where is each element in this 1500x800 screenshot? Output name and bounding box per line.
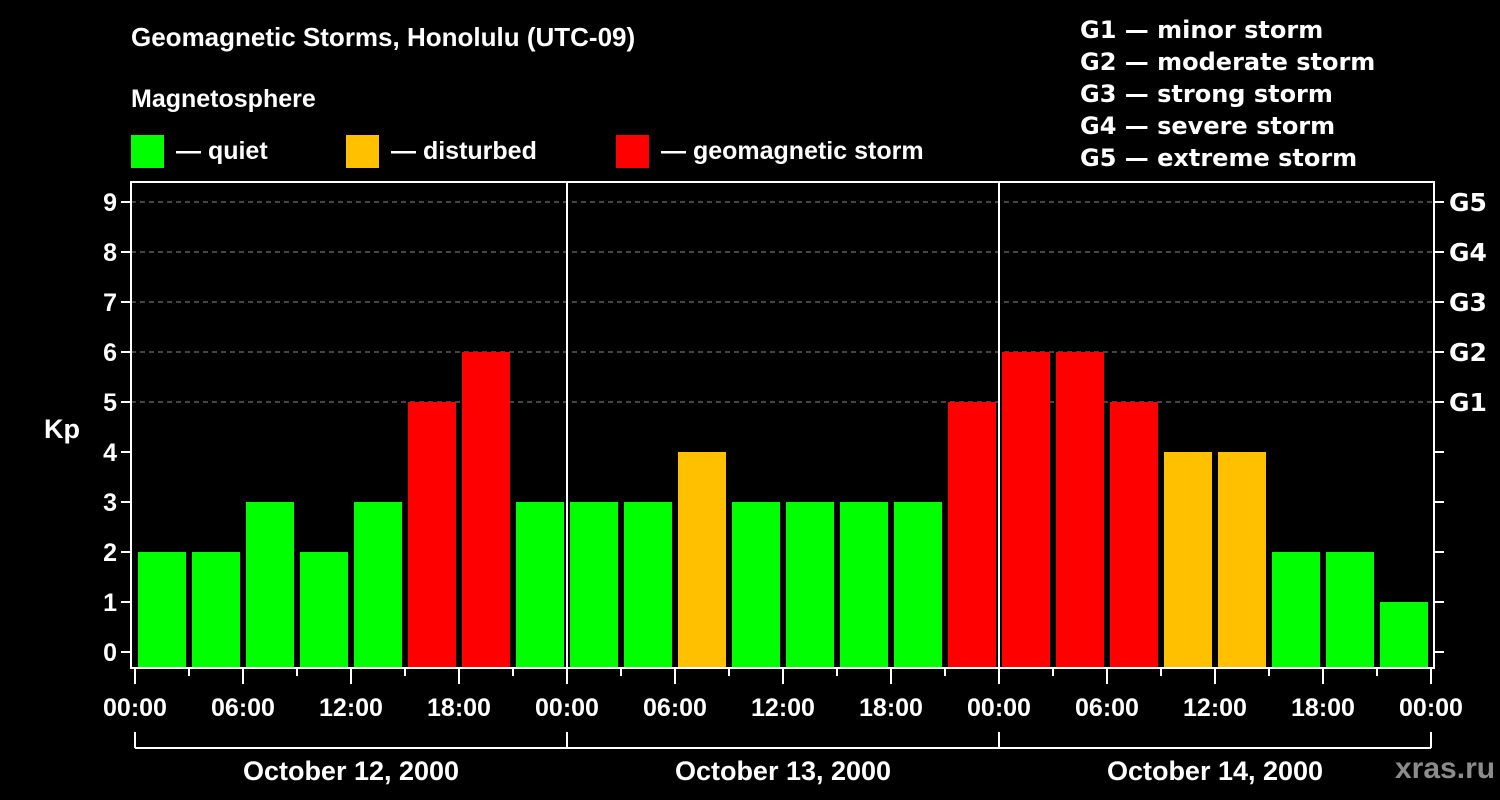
- y-tick-label: 2: [103, 539, 117, 567]
- day-label: October 14, 2000: [1107, 756, 1323, 786]
- x-tick-label: 00:00: [1399, 694, 1463, 722]
- x-tick-label: 06:00: [211, 694, 275, 722]
- storm-scale-g4: G4 — severe storm: [1080, 112, 1336, 140]
- kp-bar: [516, 502, 564, 668]
- kp-bar: [1218, 452, 1266, 668]
- kp-bar: [354, 502, 402, 668]
- kp-bar: [840, 502, 888, 668]
- kp-bar: [1164, 452, 1212, 668]
- day-label: October 12, 2000: [243, 756, 459, 786]
- x-tick-label: 18:00: [427, 694, 491, 722]
- x-tick-label: 00:00: [103, 694, 167, 722]
- kp-bar: [948, 402, 996, 668]
- kp-bar: [462, 352, 510, 668]
- storm-level-label: G2: [1449, 338, 1487, 367]
- watermark: xras.ru: [1395, 752, 1496, 785]
- y-tick-label: 6: [103, 339, 117, 367]
- gridlines: [131, 201, 1434, 403]
- legend-quiet: — quiet: [131, 134, 268, 168]
- disturbed-swatch-icon: [346, 134, 379, 168]
- x-tick-label: 12:00: [319, 694, 383, 722]
- y-tick-label: 3: [103, 489, 117, 517]
- kp-bar: [1110, 402, 1158, 668]
- y-tick-label: 1: [103, 589, 117, 617]
- kp-bar: [138, 552, 186, 668]
- storm-level-label: G4: [1449, 238, 1487, 267]
- legend-storm: — geomagnetic storm: [616, 134, 924, 168]
- storm-level-label: G5: [1449, 188, 1487, 217]
- storm-scale-g2: G2 — moderate storm: [1080, 48, 1376, 76]
- x-tick-label: 06:00: [643, 694, 707, 722]
- y-tick-label: 5: [103, 389, 117, 417]
- storm-swatch-icon: [616, 134, 649, 168]
- axes: 0 1 2 3 4 5 G1 6 G2 7 G3 8 G4 9 G5 00:00 06:00 12:00 18:00…: [103, 181, 1487, 786]
- x-tick-label: 18:00: [859, 694, 923, 722]
- kp-bar: [570, 502, 618, 668]
- legend-disturbed-label: — disturbed: [391, 136, 537, 165]
- storm-scale-legend: G1 — minor storm G2 — moderate storm G3 …: [1080, 14, 1375, 174]
- storm-level-label: G1: [1449, 388, 1487, 417]
- x-tick-label: 00:00: [967, 694, 1031, 722]
- y-tick-label: 7: [103, 289, 117, 317]
- quiet-swatch-icon: [131, 134, 164, 168]
- magnetosphere-heading: Magnetosphere: [131, 85, 316, 113]
- kp-bar: [1272, 552, 1320, 668]
- y-tick-label: 9: [103, 189, 117, 217]
- x-tick-label: 12:00: [1183, 694, 1247, 722]
- y-tick-label: 4: [103, 439, 117, 467]
- kp-bar: [1002, 352, 1050, 668]
- storm-scale-g3: G3 — strong storm: [1080, 80, 1333, 108]
- legend-disturbed: — disturbed: [346, 134, 537, 168]
- day-label: October 13, 2000: [675, 756, 891, 786]
- y-axis-label: Kp: [44, 414, 80, 444]
- kp-bar: [624, 502, 672, 668]
- x-tick-label: 00:00: [535, 694, 599, 722]
- kp-bar: [246, 502, 294, 668]
- kp-bar: [408, 402, 456, 668]
- storm-scale-g1: G1 — minor storm: [1080, 16, 1324, 44]
- kp-bar: [678, 452, 726, 668]
- legend-quiet-label: — quiet: [176, 136, 268, 165]
- kp-bar: [732, 502, 780, 668]
- x-tick-label: 12:00: [751, 694, 815, 722]
- y-tick-label: 0: [103, 639, 117, 667]
- kp-bar: [894, 502, 942, 668]
- kp-bar: [1056, 352, 1104, 668]
- kp-bar: [192, 552, 240, 668]
- kp-bar: [1326, 552, 1374, 668]
- legend-storm-label: — geomagnetic storm: [661, 136, 924, 165]
- bars: [138, 352, 1428, 668]
- y-tick-label: 8: [103, 239, 117, 267]
- kp-bar: [786, 502, 834, 668]
- kp-bar: [300, 552, 348, 668]
- kp-bar: [1380, 602, 1428, 668]
- storm-level-label: G3: [1449, 288, 1487, 317]
- chart-title: Geomagnetic Storms, Honolulu (UTC-09): [131, 22, 636, 52]
- storm-scale-g5: G5 — extreme storm: [1080, 144, 1358, 172]
- x-tick-label: 06:00: [1075, 694, 1139, 722]
- x-tick-label: 18:00: [1291, 694, 1355, 722]
